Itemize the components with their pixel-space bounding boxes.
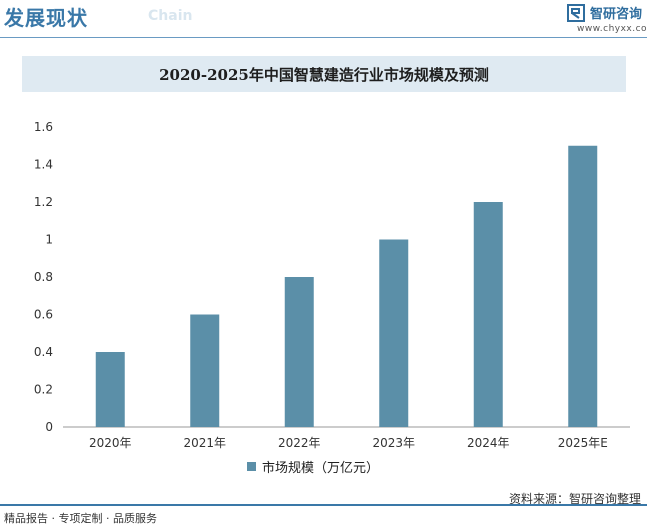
x-tick-label: 2020年 [89,436,132,450]
y-tick-label: 0.2 [34,383,53,397]
y-tick-label: 0.6 [34,308,53,322]
section-title: 发展现状 [4,6,88,30]
footer-divider [0,504,647,506]
brand-url: www.chyxx.com [577,24,647,34]
section-subtitle: Chain [148,8,193,24]
x-tick-label: 2025年E [558,436,608,450]
x-tick-label: 2021年 [183,436,226,450]
source-note: 资料来源：智研咨询整理 [508,492,641,506]
bar [95,352,125,427]
page-header: 发展现状 Chain 智研咨询 www.chyxx.com [0,0,647,38]
y-axis: 0 0.2 0.4 0.6 0.8 1 1.2 1.4 1.6 [34,120,53,434]
legend-swatch [247,461,256,471]
legend: 市场规模（万亿元） [247,457,380,476]
x-axis: 2020年 2021年 2022年 2023年 2024年 2025年E [89,436,608,450]
legend-label: 市场规模（万亿元） [262,460,380,476]
y-tick-label: 0.4 [34,345,53,359]
y-tick-label: 0 [45,420,53,434]
bar [473,202,503,427]
bar [568,145,598,427]
y-tick-label: 1 [45,233,53,247]
brand-logo-icon [567,4,585,22]
chart-title: 2020-2025年中国智慧建造行业市场规模及预测 [159,65,489,84]
bar [190,314,220,427]
x-tick-label: 2024年 [467,436,510,450]
x-tick-label: 2023年 [372,436,415,450]
y-tick-label: 0.8 [34,270,53,284]
header-divider [0,37,647,38]
bars-group [95,145,598,427]
y-tick-label: 1.6 [34,120,53,134]
y-tick-label: 1.4 [34,158,53,172]
brand-name: 智研咨询 [590,7,643,22]
bar [379,239,409,427]
y-tick-label: 1.2 [34,195,53,209]
x-tick-label: 2022年 [278,436,321,450]
footer-tagline: 精品报告 · 专项定制 · 品质服务 [4,512,157,525]
bar [284,277,314,427]
chart-title-box: 2020-2025年中国智慧建造行业市场规模及预测 [22,56,626,92]
